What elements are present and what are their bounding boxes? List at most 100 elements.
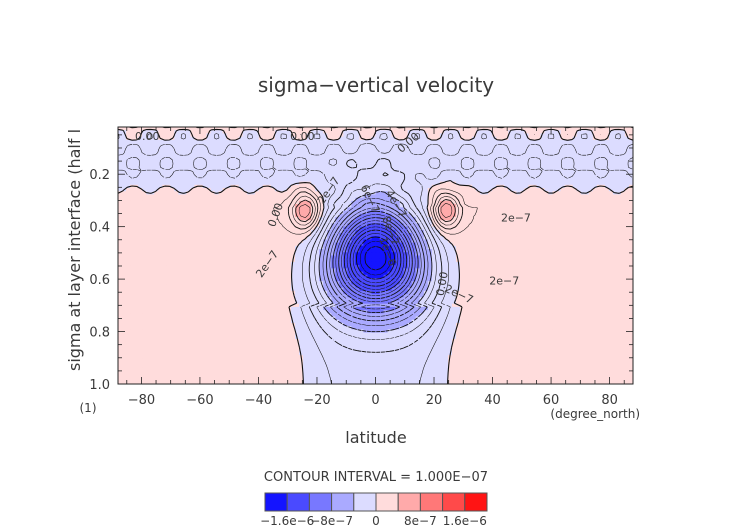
heatmap-cell xyxy=(419,191,425,196)
heatmap-cell xyxy=(524,194,529,199)
heatmap-cell xyxy=(118,233,123,237)
heatmap-cell xyxy=(210,184,216,189)
heatmap-cell xyxy=(359,223,365,228)
heatmap-cell xyxy=(516,200,521,205)
heatmap-cell xyxy=(612,162,618,167)
heatmap-cell xyxy=(439,200,445,205)
heatmap-cell xyxy=(198,143,204,147)
heatmap-cell xyxy=(327,184,332,189)
heatmap-cell xyxy=(572,210,578,215)
heatmap-cell xyxy=(612,152,618,157)
heatmap-cell xyxy=(222,204,228,208)
heatmap-cell xyxy=(315,139,320,144)
heatmap-cell xyxy=(206,216,212,221)
heatmap-cell xyxy=(596,213,602,218)
heatmap-cell xyxy=(472,184,477,189)
heatmap-cell xyxy=(246,184,252,189)
heatmap-cell xyxy=(331,149,336,154)
heatmap-cell xyxy=(484,213,489,218)
heatmap-cell xyxy=(122,207,127,212)
heatmap-cell xyxy=(556,181,562,186)
heatmap-cell xyxy=(319,143,324,147)
heatmap-cell xyxy=(118,162,123,167)
heatmap-cell xyxy=(210,168,216,173)
heatmap-cell xyxy=(319,242,324,247)
heatmap-cell xyxy=(564,242,570,247)
heatmap-cell xyxy=(146,133,151,138)
heatmap-cell xyxy=(403,130,409,135)
heatmap-cell xyxy=(250,197,256,202)
heatmap-cell xyxy=(190,127,196,131)
heatmap-cell xyxy=(464,152,469,157)
heatmap-cell xyxy=(624,233,630,237)
heatmap-cell xyxy=(162,223,167,228)
heatmap-cell xyxy=(576,171,582,176)
heatmap-cell xyxy=(516,175,521,179)
heatmap-cell xyxy=(118,210,123,215)
heatmap-cell xyxy=(150,175,155,179)
heatmap-cell xyxy=(407,207,413,212)
heatmap-cell xyxy=(492,159,497,163)
heatmap-cell xyxy=(468,133,473,138)
heatmap-cell xyxy=(218,197,224,202)
heatmap-cell xyxy=(604,236,610,241)
heatmap-cell xyxy=(423,165,429,170)
heatmap-cell xyxy=(126,229,131,234)
heatmap-cell xyxy=(624,204,630,208)
heatmap-cell xyxy=(367,184,373,189)
heatmap-cell xyxy=(468,242,473,247)
heatmap-cell xyxy=(552,239,558,244)
heatmap-cell xyxy=(186,130,192,135)
heatmap-cell xyxy=(134,223,139,228)
heatmap-cell xyxy=(628,204,633,208)
heatmap-cell xyxy=(620,200,626,205)
heatmap-cell xyxy=(274,210,280,215)
heatmap-cell xyxy=(194,139,200,144)
heatmap-cell xyxy=(182,175,187,179)
heatmap-cell xyxy=(608,133,614,138)
heatmap-cell xyxy=(596,220,602,224)
heatmap-cell xyxy=(242,175,248,179)
heatmap-cell xyxy=(347,210,352,215)
heatmap-cell xyxy=(407,168,413,173)
heatmap-cell xyxy=(343,194,348,199)
heatmap-cell xyxy=(234,181,240,186)
heatmap-cell xyxy=(190,152,196,157)
heatmap-cell xyxy=(226,155,232,160)
heatmap-cell xyxy=(170,200,175,205)
heatmap-cell xyxy=(492,191,497,196)
heatmap-cell xyxy=(596,236,602,241)
heatmap-cell xyxy=(154,191,159,196)
heatmap-cell xyxy=(423,197,429,202)
heatmap-cell xyxy=(319,133,324,138)
heatmap-cell xyxy=(266,136,272,141)
heatmap-cell xyxy=(516,159,521,163)
heatmap-cell xyxy=(126,178,131,183)
heatmap-cell xyxy=(375,220,381,224)
heatmap-cell xyxy=(572,127,578,131)
heatmap-cell xyxy=(118,127,123,131)
heatmap-cell xyxy=(596,245,602,250)
heatmap-cell xyxy=(303,245,308,250)
heatmap-cell xyxy=(576,146,582,151)
heatmap-cell xyxy=(572,159,578,163)
heatmap-cell xyxy=(556,249,562,253)
heatmap-cell xyxy=(480,197,485,202)
heatmap-cell xyxy=(359,216,365,221)
heatmap-cell xyxy=(214,229,220,234)
heatmap-cell xyxy=(548,149,554,154)
heatmap-cell xyxy=(379,204,385,208)
heatmap-cell xyxy=(242,159,248,163)
heatmap-cell xyxy=(363,242,369,247)
heatmap-cell xyxy=(556,210,562,215)
heatmap-cell xyxy=(230,249,236,253)
heatmap-cell xyxy=(278,236,284,241)
heatmap-cell xyxy=(435,159,441,163)
heatmap-cell xyxy=(214,220,220,224)
heatmap-cell xyxy=(339,216,344,221)
heatmap-cell xyxy=(194,133,200,138)
heatmap-cell xyxy=(130,162,135,167)
heatmap-cell xyxy=(604,216,610,221)
heatmap-cell xyxy=(588,191,594,196)
heatmap-cell xyxy=(560,220,566,224)
